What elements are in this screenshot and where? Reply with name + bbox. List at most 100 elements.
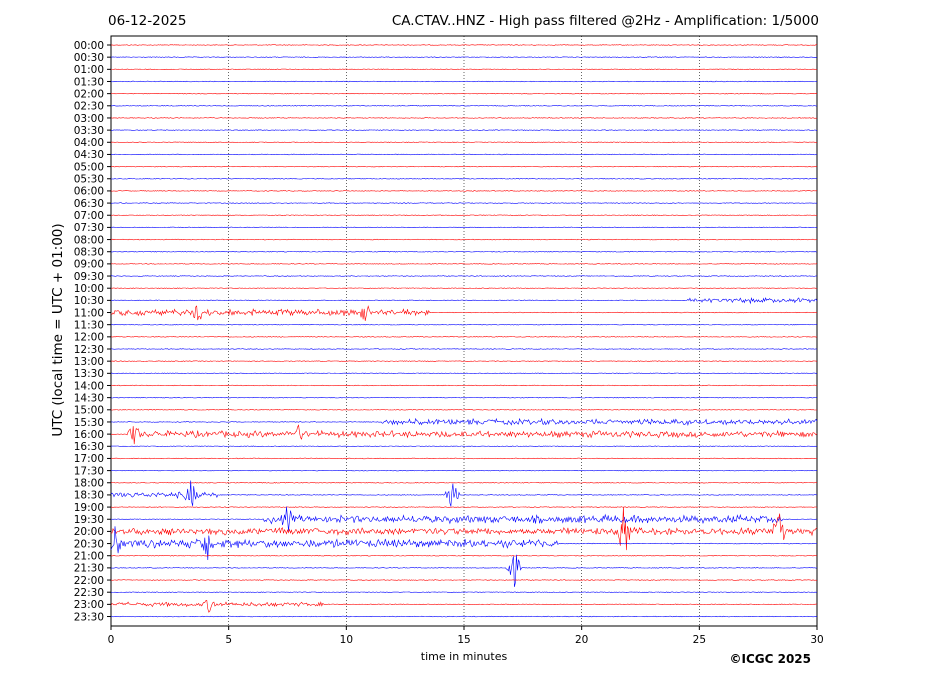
trace-01-30 [110,80,817,83]
trace-20-30 [110,526,818,561]
y-tick-label: 23:30 [74,611,104,623]
trace-23-30 [110,615,818,618]
trace-18-00 [110,482,818,484]
trace-05-00 [110,165,818,168]
trace-04-30 [110,153,818,156]
x-tick-label: 25 [693,634,706,646]
y-tick-label: 12:30 [74,344,104,356]
trace-08-00 [110,238,818,241]
y-tick-label: 22:30 [74,587,104,599]
x-tick-label: 20 [575,634,588,646]
y-tick-label: 17:30 [74,465,104,477]
y-tick-label: 15:30 [74,417,104,429]
trace-21-30 [110,554,818,587]
y-tick-label: 01:30 [74,76,104,88]
y-tick-label: 11:30 [74,319,104,331]
y-tick-label: 09:30 [74,271,104,283]
x-tick-label: 30 [810,634,823,646]
trace-21-00 [110,555,818,557]
y-tick-label: 03:30 [74,125,104,137]
trace-04-00 [110,141,817,143]
y-tick-label: 19:00 [74,502,104,514]
y-tick-label: 14:00 [74,380,104,392]
plot-area: 0 5 10 15 20 25 30 00:0000:3001:0001:3002:0002:… [74,35,824,646]
x-tick-label: 10 [340,634,353,646]
trace-03-00 [110,117,818,119]
y-tick-label: 05:00 [74,161,104,173]
y-tick-label: 10:00 [74,283,104,295]
trace-17-30 [110,469,817,472]
trace-03-30 [110,129,817,131]
trace-05-30 [110,178,818,180]
x-tick-label: 15 [457,634,470,646]
trace-07-00 [110,214,818,216]
y-tick-label: 01:00 [74,64,104,76]
trace-06-00 [110,190,817,192]
trace-14-30 [110,396,818,399]
trace-19-00 [110,506,818,508]
trace-10-00 [110,287,818,289]
trace-15-00 [110,409,818,411]
trace-11-00 [110,305,818,321]
y-tick-label: 16:00 [74,429,104,441]
trace-09-00 [110,263,818,265]
x-axis-label: time in minutes [421,650,508,663]
y-tick-label: 21:30 [74,563,104,575]
trace-23-00 [110,600,818,613]
trace-12-00 [110,336,818,338]
y-tick-label: 22:00 [74,575,104,587]
y-tick-label: 00:00 [74,40,104,52]
trace-22-30 [110,591,818,593]
y-tick-label: 08:00 [74,234,104,246]
chart-date: 06-12-2025 [108,13,186,29]
trace-01-00 [111,68,818,71]
y-tick-label: 20:30 [74,538,104,550]
trace-20-00 [110,506,818,551]
trace-10-30 [110,297,818,305]
y-tick-label: 23:00 [74,599,104,611]
trace-00-00 [110,44,817,46]
y-tick-label: 09:00 [74,259,104,271]
y-tick-label: 14:30 [74,392,104,404]
trace-16-30 [110,445,818,447]
trace-16-00 [111,424,818,445]
trace-12-30 [111,348,818,350]
y-tick-label: 05:30 [74,174,104,186]
y-tick-label: 19:30 [74,514,104,526]
y-tick-label: 07:00 [74,210,104,222]
trace-13-00 [111,360,817,362]
trace-06-30 [111,202,818,204]
y-tick-label: 12:00 [74,332,104,344]
y-tick-label: 21:00 [74,551,104,563]
y-tick-label: 00:30 [74,52,104,64]
trace-08-30 [110,251,818,253]
trace-07-30 [111,226,817,229]
y-axis-label: UTC (local time = UTC + 01:00) [50,223,66,436]
y-tick-label: 13:30 [74,368,104,380]
y-tick-label: 07:30 [74,222,104,234]
y-tick-label: 04:30 [74,149,104,161]
trace-00-30 [110,56,818,58]
chart-title: CA.CTAV..HNZ - High pass filtered @2Hz -… [392,13,819,29]
y-tick-label: 13:00 [74,356,104,368]
trace-09-30 [111,275,818,277]
trace-14-00 [110,384,818,387]
trace-02-00 [110,92,818,95]
y-tick-label: 06:30 [74,198,104,210]
y-tick-label: 06:00 [74,186,104,198]
y-tick-label: 11:00 [74,307,104,319]
trace-17-00 [110,457,818,460]
y-tick-label: 10:30 [74,295,104,307]
trace-18-30 [110,480,818,507]
y-tick-label: 18:30 [74,490,104,502]
x-tick-label: 5 [225,634,232,646]
y-tick-label: 02:30 [74,101,104,113]
y-tick-label: 18:00 [74,478,104,490]
trace-19-30 [111,506,817,532]
trace-15-30 [110,417,818,426]
y-tick-label: 16:30 [74,441,104,453]
copyright-notice: ©ICGC 2025 [729,652,811,666]
trace-13-30 [110,372,818,375]
y-tick-label: 02:00 [74,88,104,100]
